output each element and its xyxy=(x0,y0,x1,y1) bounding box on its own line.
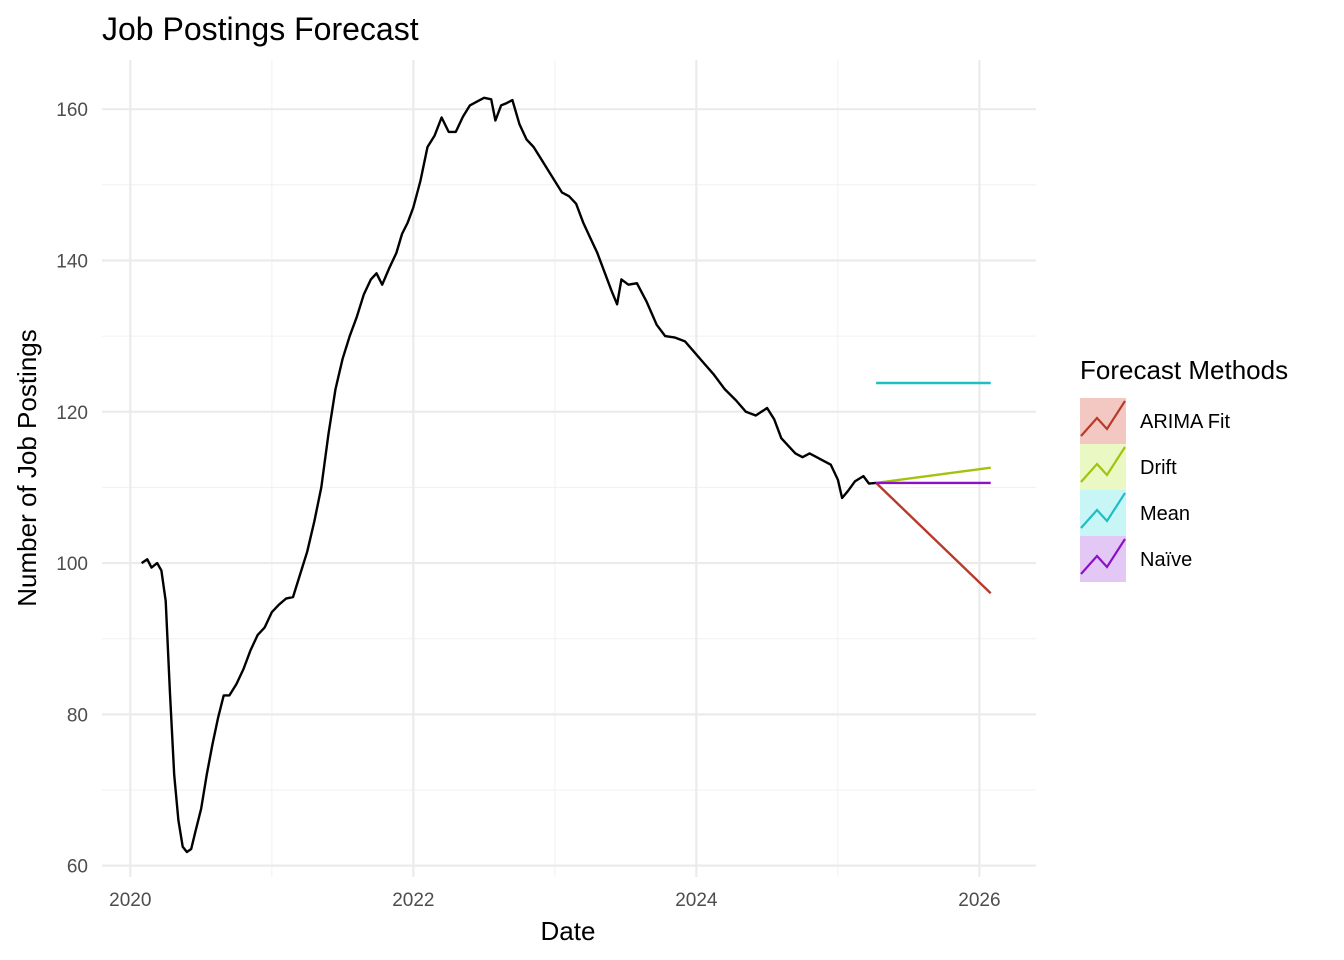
y-tick-label: 60 xyxy=(67,857,88,878)
legend-key-line xyxy=(1080,400,1126,437)
forecast-line-drift xyxy=(875,466,991,485)
y-axis-title: Number of Job Postings xyxy=(12,329,42,606)
major-gridlines xyxy=(102,60,1036,877)
x-axis-title: Date xyxy=(541,916,596,946)
x-tick-label: 2024 xyxy=(675,890,718,911)
legend-label: Naïve xyxy=(1140,549,1192,571)
legend-item-drift: Drift xyxy=(1080,444,1177,490)
y-tick-label: 120 xyxy=(56,403,88,424)
y-tick-label: 160 xyxy=(56,100,88,121)
legend-key-line xyxy=(1080,446,1126,483)
legend-label: Mean xyxy=(1140,503,1190,525)
legend-title: Forecast Methods xyxy=(1080,355,1288,385)
chart-title: Job Postings Forecast xyxy=(102,11,419,47)
y-axis-tick-labels: 60 80 100 120 140 160 xyxy=(56,100,88,877)
x-tick-label: 2026 xyxy=(958,890,1000,911)
legend-key-line xyxy=(1080,492,1126,529)
x-tick-label: 2022 xyxy=(392,890,434,911)
y-tick-label: 140 xyxy=(56,251,88,272)
legend-item-arima-fit: ARIMA Fit xyxy=(1080,398,1230,444)
legend-key-band xyxy=(1080,398,1126,444)
y-tick-label: 100 xyxy=(56,554,88,575)
legend: Forecast Methods ARIMA Fit Drift Mean Naïve xyxy=(1080,355,1288,582)
legend-label: Drift xyxy=(1140,457,1177,479)
legend-key-band xyxy=(1080,490,1126,536)
forecast-line-arima-fit xyxy=(875,482,992,595)
history-series xyxy=(140,96,877,854)
x-tick-label: 2020 xyxy=(109,890,151,911)
legend-key-band xyxy=(1080,444,1126,490)
legend-items: ARIMA Fit Drift Mean Naïve xyxy=(1080,398,1230,582)
legend-item-na-ve: Naïve xyxy=(1080,536,1192,582)
x-axis-tick-labels: 2020 2022 2024 2026 xyxy=(109,890,1000,911)
legend-item-mean: Mean xyxy=(1080,490,1190,536)
forecast-series xyxy=(875,381,992,595)
legend-key-line xyxy=(1080,538,1126,575)
minor-gridlines xyxy=(102,60,1036,877)
legend-key-band xyxy=(1080,536,1126,582)
legend-label: ARIMA Fit xyxy=(1140,411,1230,433)
history-line xyxy=(140,96,877,854)
y-tick-label: 80 xyxy=(67,705,88,726)
